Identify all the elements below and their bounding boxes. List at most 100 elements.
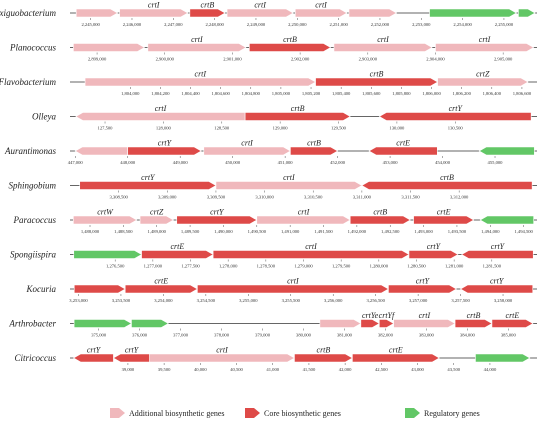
tick-label: 1,805,200: [302, 91, 321, 97]
tick-label: 42,000: [339, 367, 352, 373]
gene-label: crtI: [195, 70, 207, 79]
tick-label: 1,492,000: [348, 229, 367, 235]
gene-label: crtYe: [362, 311, 379, 320]
tick-label: 130,000: [389, 126, 405, 132]
tick-label: 450,000: [225, 160, 241, 166]
gene-label: crtI: [298, 208, 310, 217]
tick-label: 447,000: [68, 160, 84, 166]
gene-label: crtY: [210, 208, 225, 217]
gene-arrow-additional: [393, 319, 456, 328]
gene-arrow-additional: [139, 215, 175, 225]
gene-label: crtY: [491, 242, 506, 251]
gene-label: crtI: [315, 1, 327, 10]
tick-label: 43,000: [411, 367, 424, 373]
tick-label: 2,247,000: [164, 22, 183, 28]
track: Olleya crtI crtB crtY 127,500 128,000 128,500 1…: [32, 104, 537, 132]
tick-label: 3,255,000: [239, 298, 258, 304]
tick-label: 129,000: [273, 126, 289, 132]
gene-label: crtB: [467, 311, 481, 320]
tick-label: 1,806,200: [452, 91, 471, 97]
gene-arrow-core: [360, 319, 380, 328]
legend-label: Regulatory genes: [424, 409, 480, 418]
tick-label: 3,256,000: [324, 298, 343, 304]
tick-label: 2,250,000: [288, 22, 307, 28]
tick-label: 39,000: [122, 367, 135, 373]
organism-label: Flavobacterium: [0, 77, 56, 87]
tracks-layer: Exiguobacterium crtI crtB crtI crtI 2,245,000…: [0, 1, 537, 373]
gene-label: crtI: [241, 139, 253, 148]
gene-arrow-core: [361, 181, 533, 190]
gene-label: crtI: [479, 35, 491, 44]
gene-arrow-additional: [215, 181, 363, 190]
track: Flavobacterium crtI crtB crtZ 1,804,000 1,804…: [0, 70, 537, 97]
tick-label: 1,491,500: [314, 229, 333, 235]
tick-label: 1,494,500: [514, 229, 533, 235]
gene-arrow-additional: [256, 215, 351, 225]
legend-label: Additional biosynthetic genes: [129, 409, 225, 418]
tick-label: 43,500: [447, 367, 460, 373]
gene-arrow-additional: [333, 43, 433, 52]
gene-arrow-additional: [75, 112, 246, 121]
tick-label: 1,488,500: [114, 229, 133, 235]
tick-label: 451,000: [278, 160, 294, 166]
gene-arrow-additional: [319, 319, 362, 328]
gene-label: crtY: [158, 139, 173, 148]
tick-label: 1,488,000: [81, 229, 100, 235]
gene-label: crtYf: [379, 311, 396, 320]
gene-arrow-core: [189, 8, 226, 18]
gene-label: crtI: [287, 277, 299, 286]
tick-label: 2,900,000: [156, 57, 175, 63]
tick-label: 385,000: [501, 333, 517, 339]
gene-arrow-additional: [203, 146, 291, 156]
organism-label: Citricoccus: [15, 353, 57, 363]
tick-label: 1,491,000: [281, 229, 300, 235]
tick-label: 3,257,500: [451, 298, 470, 304]
tick-label: 1,806,600: [513, 91, 532, 97]
tick-label: 39,500: [158, 367, 171, 373]
gene-arrow-additional: [84, 77, 317, 87]
tick-label: 3,310,000: [255, 195, 274, 201]
gene-label: crtB: [201, 1, 215, 10]
gene-arrow-core: [176, 215, 258, 225]
gene-label: crtI: [419, 311, 431, 320]
tick-label: 3,253,500: [112, 298, 131, 304]
organism-label: Sphingobium: [8, 181, 56, 191]
gene-label: crtI: [216, 346, 228, 355]
tick-label: 1,805,600: [362, 91, 381, 97]
gene-arrow-additional: [149, 353, 296, 363]
tick-label: 1,805,800: [392, 91, 411, 97]
gene-arrow-regulatory: [73, 319, 133, 328]
gene-arrow-additional: [73, 43, 146, 52]
gene-arrow-core: [212, 250, 410, 259]
tick-label: 2,254,000: [453, 22, 472, 28]
organism-label: Aurantimonas: [4, 146, 57, 156]
gene-arrow-core: [459, 284, 534, 294]
track: Aurantimonas crtY crtI crtB crtE 447,000 448,0…: [4, 139, 537, 166]
gene-arrow-core: [378, 112, 532, 121]
gene-arrow-regulatory: [429, 8, 517, 18]
tick-label: 2,255,000: [495, 22, 514, 28]
gene-arrow-core: [349, 215, 411, 225]
tick-label: 2,248,000: [205, 22, 224, 28]
tick-label: 1,280,000: [370, 264, 389, 270]
organism-label: Olleya: [32, 112, 56, 122]
tick-label: 1,492,500: [381, 229, 400, 235]
tick-label: 380,000: [296, 333, 312, 339]
tick-label: 2,902,000: [291, 57, 310, 63]
tick-label: 454,000: [435, 160, 451, 166]
tick-label: 1,277,000: [144, 264, 163, 270]
tick-label: 1,281,000: [445, 264, 464, 270]
tick-label: 382,000: [378, 333, 394, 339]
organism-label: Exiguobacterium: [0, 8, 56, 18]
track: Planococcus crtI crtB crtI crtI 2,899,000 2,90…: [9, 35, 537, 63]
gene-label: crtY: [490, 277, 505, 286]
gene-arrow-core: [290, 146, 339, 156]
tick-label: 128,000: [156, 126, 172, 132]
gene-arrow-regulatory: [518, 8, 536, 18]
gene-label: crtY: [416, 277, 431, 286]
tick-label: 129,500: [331, 126, 347, 132]
tick-label: 127,500: [98, 126, 114, 132]
tick-label: 453,000: [383, 160, 399, 166]
tick-label: 3,311,000: [353, 195, 372, 201]
gene-label: crtI: [191, 35, 203, 44]
